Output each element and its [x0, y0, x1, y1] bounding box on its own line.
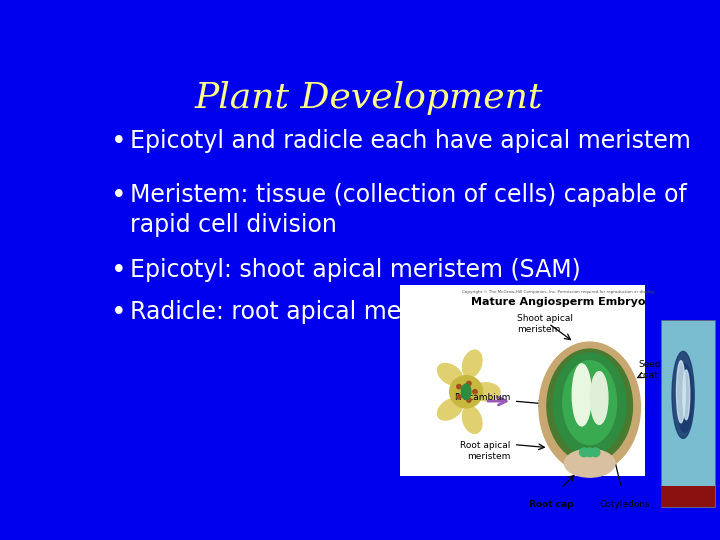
Circle shape: [580, 448, 588, 457]
Circle shape: [473, 389, 477, 394]
Ellipse shape: [438, 398, 463, 420]
Text: •: •: [111, 183, 127, 210]
Ellipse shape: [590, 372, 608, 424]
Circle shape: [585, 448, 594, 457]
Ellipse shape: [572, 364, 591, 426]
Text: Copyright © The McGraw-Hill Companies, Inc. Permission required for reproduction: Copyright © The McGraw-Hill Companies, I…: [462, 290, 654, 294]
Ellipse shape: [472, 383, 500, 401]
Circle shape: [456, 395, 462, 399]
Text: •: •: [111, 129, 127, 155]
Text: Cotyledons: Cotyledons: [599, 501, 650, 509]
Text: Shoot apical
meristem: Shoot apical meristem: [517, 314, 573, 334]
Ellipse shape: [547, 349, 632, 462]
Text: Mature Angiosperm Embryo: Mature Angiosperm Embryo: [471, 297, 645, 307]
Ellipse shape: [462, 350, 482, 377]
Circle shape: [467, 381, 471, 386]
Ellipse shape: [462, 406, 482, 434]
Text: •: •: [111, 258, 127, 284]
Ellipse shape: [553, 353, 626, 455]
Text: •: •: [111, 300, 127, 326]
Text: Seed
coat: Seed coat: [639, 360, 662, 380]
Ellipse shape: [672, 352, 694, 438]
Text: Procambium: Procambium: [454, 394, 510, 402]
Text: Radicle: root apical meristem (RAM).: Radicle: root apical meristem (RAM).: [130, 300, 562, 323]
Ellipse shape: [677, 364, 693, 432]
Text: Root apical
meristem: Root apical meristem: [460, 442, 510, 461]
Ellipse shape: [438, 363, 463, 386]
Ellipse shape: [683, 370, 690, 420]
Bar: [400, 285, 645, 476]
Ellipse shape: [564, 449, 615, 477]
Text: Plant Development: Plant Development: [195, 82, 543, 116]
Circle shape: [591, 448, 600, 457]
Circle shape: [456, 384, 462, 389]
Ellipse shape: [677, 361, 685, 423]
Circle shape: [450, 376, 482, 408]
Ellipse shape: [462, 384, 471, 400]
Ellipse shape: [539, 342, 640, 472]
Text: Epicotyl and radicle each have apical meristem: Epicotyl and radicle each have apical me…: [130, 129, 691, 153]
Text: Meristem: tissue (collection of cells) capable of
rapid cell division: Meristem: tissue (collection of cells) c…: [130, 183, 687, 237]
Bar: [661, 487, 715, 507]
Ellipse shape: [563, 361, 616, 444]
Bar: [661, 320, 715, 507]
Circle shape: [467, 398, 471, 402]
Text: Root cap: Root cap: [529, 501, 574, 509]
Text: Epicotyl: shoot apical meristem (SAM): Epicotyl: shoot apical meristem (SAM): [130, 258, 581, 282]
